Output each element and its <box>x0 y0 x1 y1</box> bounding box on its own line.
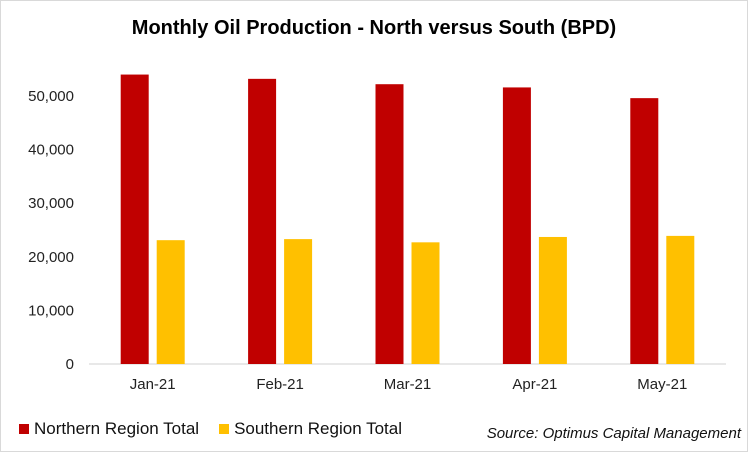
y-tick-label: 20,000 <box>28 249 74 266</box>
legend-swatch-northern <box>19 424 29 434</box>
y-tick-label: 10,000 <box>28 302 74 319</box>
legend-item-southern: Southern Region Total <box>219 419 402 439</box>
y-tick-label: 30,000 <box>28 195 74 212</box>
bar-southern-feb-21 <box>284 239 313 364</box>
bar-southern-jan-21 <box>156 240 185 364</box>
legend-swatch-southern <box>219 424 230 434</box>
x-tick-label: Apr-21 <box>512 376 557 393</box>
x-tick-label: Feb-21 <box>256 376 304 393</box>
x-tick-label: Mar-21 <box>384 376 432 393</box>
y-tick-label: 40,000 <box>28 142 74 159</box>
bar-northern-may-21 <box>630 98 659 365</box>
legend-item-northern: Northern Region Total <box>19 419 199 439</box>
bar-southern-mar-21 <box>411 242 440 364</box>
legend: Northern Region Total Southern Region To… <box>19 419 422 439</box>
y-axis-ticks: 0 10,000 20,000 30,000 40,000 50,000 <box>28 88 74 373</box>
bar-southern-apr-21 <box>538 236 567 364</box>
bar-southern-may-21 <box>666 235 695 364</box>
legend-label-northern: Northern Region Total <box>34 419 200 438</box>
source-note: Source: Optimus Capital Management <box>486 425 741 442</box>
x-tick-label: Jan-21 <box>130 376 176 393</box>
bar-northern-feb-21 <box>248 78 277 365</box>
bar-northern-apr-21 <box>502 87 531 364</box>
x-axis-ticks: Jan-21 Feb-21 Mar-21 Apr-21 May-21 <box>130 376 688 393</box>
x-tick-label: May-21 <box>637 376 687 393</box>
bar-northern-mar-21 <box>375 84 404 364</box>
y-tick-label: 50,000 <box>28 88 74 105</box>
legend-label-southern: Southern Region Total <box>234 419 402 438</box>
chart-title: Monthly Oil Production - North versus So… <box>131 17 617 39</box>
bar-northern-jan-21 <box>120 74 149 364</box>
bar-chart: 0 10,000 20,000 30,000 40,000 50,000 Jan-21 Fe… <box>28 74 726 393</box>
bars <box>120 74 695 365</box>
y-tick-label: 0 <box>66 356 74 373</box>
